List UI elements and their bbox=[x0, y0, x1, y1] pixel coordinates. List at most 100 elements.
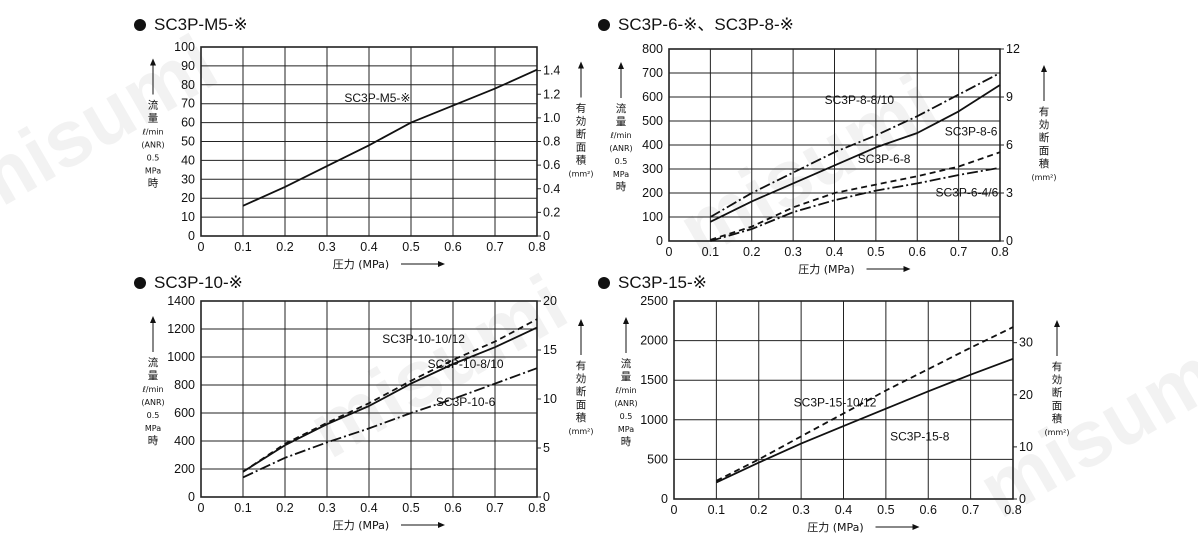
y-axis-arrow-head bbox=[618, 62, 624, 69]
y-tick-label: 300 bbox=[642, 162, 663, 176]
series-line-2 bbox=[716, 357, 1014, 484]
y-axis-label-part: 時 bbox=[148, 435, 159, 447]
y2-tick-label: 20 bbox=[543, 294, 557, 308]
y-axis-label-part: 時 bbox=[616, 181, 627, 193]
title-bullet bbox=[134, 277, 146, 289]
y-tick-label: 1000 bbox=[167, 350, 195, 364]
y2-axis-label-part: 効 bbox=[1052, 373, 1063, 386]
y-tick-label: 600 bbox=[174, 406, 195, 420]
chart-title: SC3P-M5-※ bbox=[154, 15, 248, 34]
x-tick-label: 0.4 bbox=[360, 240, 377, 254]
y2-tick-label: 0.2 bbox=[543, 205, 560, 219]
x-axis-label: 圧力 (MPa) bbox=[333, 519, 389, 532]
y-tick-label: 60 bbox=[181, 116, 195, 130]
x-tick-label: 0.5 bbox=[402, 501, 419, 515]
x-tick-label: 0.4 bbox=[360, 501, 377, 515]
y-axis-label-part: 時 bbox=[148, 178, 159, 190]
plot-grid bbox=[200, 46, 538, 237]
y2-axis-label-part: 効 bbox=[576, 115, 587, 128]
series-label-1: SC3P-M5-※ bbox=[344, 91, 410, 105]
y-tick-label: 400 bbox=[642, 138, 663, 152]
y2-tick-label: 10 bbox=[543, 392, 557, 406]
x-axis-arrow-head bbox=[903, 266, 911, 272]
y-axis-label-part: (ANR) bbox=[609, 144, 632, 153]
y2-tick-label: 1.2 bbox=[543, 87, 560, 101]
x-tick-label: 0.7 bbox=[486, 240, 503, 254]
y-tick-label: 0 bbox=[188, 490, 195, 504]
y-axis-label-part: MPa bbox=[618, 425, 634, 434]
x-tick-label: 0.2 bbox=[743, 245, 760, 259]
y-axis-label-part: (ANR) bbox=[141, 398, 164, 407]
x-axis-label: 圧力 (MPa) bbox=[807, 521, 863, 534]
x-tick-label: 0.6 bbox=[920, 503, 937, 517]
x-tick-label: 0.2 bbox=[276, 240, 293, 254]
y-tick-label: 1000 bbox=[640, 413, 668, 427]
x-tick-label: 0.3 bbox=[784, 245, 801, 259]
series-label-1: SC3P-15-10/12 bbox=[794, 395, 877, 409]
y-tick-label: 2500 bbox=[640, 294, 668, 308]
y2-tick-label: 0 bbox=[543, 490, 550, 504]
y-axis-label-part: 量 bbox=[616, 116, 627, 128]
y-axis-label-part: 0.5 bbox=[620, 412, 633, 421]
y2-tick-label: 30 bbox=[1019, 336, 1033, 350]
y-tick-label: 2000 bbox=[640, 334, 668, 348]
y2-axis-label-part: 断 bbox=[1039, 131, 1050, 144]
y-axis-arrow-head bbox=[150, 58, 156, 66]
series-label-2: SC3P-15-8 bbox=[890, 429, 950, 443]
svg-text:misumi: misumi bbox=[0, 18, 231, 235]
y-axis-label-part: 時 bbox=[621, 436, 632, 448]
y-tick-label: 400 bbox=[174, 434, 195, 448]
x-tick-label: 0.3 bbox=[792, 503, 809, 517]
y2-axis-label-part: (mm²) bbox=[1031, 173, 1056, 182]
x-tick-label: 0.2 bbox=[276, 501, 293, 515]
y-tick-label: 200 bbox=[174, 462, 195, 476]
x-axis-arrow-head bbox=[438, 261, 445, 267]
y2-tick-label: 3 bbox=[1006, 186, 1013, 200]
y2-axis-label-part: 面 bbox=[576, 399, 587, 411]
y-axis-label-part: ℓ/min bbox=[609, 131, 631, 140]
x-tick-label: 0.4 bbox=[826, 245, 843, 259]
series-line-3 bbox=[242, 367, 538, 479]
y2-axis-label-part: 面 bbox=[1052, 400, 1063, 412]
y-tick-label: 70 bbox=[181, 97, 195, 111]
x-tick-label: 0 bbox=[198, 501, 205, 515]
chart-2: SC3P-6-※、SC3P-8-※01002003004005006007008… bbox=[598, 15, 1057, 276]
y-tick-label: 80 bbox=[181, 78, 195, 92]
y-axis-label-part: ℓ/min bbox=[614, 386, 636, 395]
x-tick-label: 0.6 bbox=[444, 240, 461, 254]
x-tick-label: 0.8 bbox=[528, 240, 545, 254]
y2-tick-label: 12 bbox=[1006, 42, 1020, 56]
y-axis-arrow-head bbox=[623, 317, 629, 324]
y-tick-label: 0 bbox=[188, 229, 195, 243]
plot-grid bbox=[200, 300, 538, 498]
charts-layer: SC3P-M5-※010203040506070809010000.20.40.… bbox=[134, 15, 1070, 534]
x-tick-label: 0.4 bbox=[835, 503, 852, 517]
y2-axis-arrow-head bbox=[1054, 320, 1060, 327]
y2-axis-label-part: 有 bbox=[1039, 105, 1050, 118]
x-axis-arrow-head bbox=[438, 522, 445, 528]
y-tick-label: 10 bbox=[181, 210, 195, 224]
x-tick-label: 0.5 bbox=[402, 240, 419, 254]
y-axis-arrow-head bbox=[150, 316, 156, 323]
y2-tick-label: 20 bbox=[1019, 388, 1033, 402]
series-label-4: SC3P-6-4/6 bbox=[936, 186, 999, 200]
y2-axis-label-part: 積 bbox=[1039, 157, 1050, 170]
y2-axis-label-part: 面 bbox=[1039, 145, 1050, 157]
series-label-3: SC3P-6-8 bbox=[858, 152, 911, 166]
series-label-1: SC3P-8-8/10 bbox=[825, 93, 895, 107]
y-axis-label-part: 0.5 bbox=[615, 157, 628, 166]
series-label-2: SC3P-8-6 bbox=[945, 124, 998, 138]
series-line-2 bbox=[242, 326, 538, 473]
x-axis-label: 圧力 (MPa) bbox=[798, 263, 854, 276]
y-tick-label: 100 bbox=[642, 210, 663, 224]
y-tick-label: 700 bbox=[642, 66, 663, 80]
y-axis-label-part: 流 bbox=[621, 357, 632, 370]
y2-tick-label: 1.4 bbox=[543, 64, 560, 78]
series-line-2 bbox=[710, 84, 1001, 223]
y-tick-label: 500 bbox=[647, 452, 668, 466]
x-tick-label: 0.7 bbox=[950, 245, 967, 259]
x-tick-label: 0.2 bbox=[750, 503, 767, 517]
x-tick-label: 0.1 bbox=[234, 240, 251, 254]
y2-tick-label: 6 bbox=[1006, 138, 1013, 152]
